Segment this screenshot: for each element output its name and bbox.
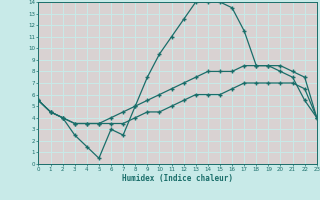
X-axis label: Humidex (Indice chaleur): Humidex (Indice chaleur) xyxy=(122,174,233,183)
